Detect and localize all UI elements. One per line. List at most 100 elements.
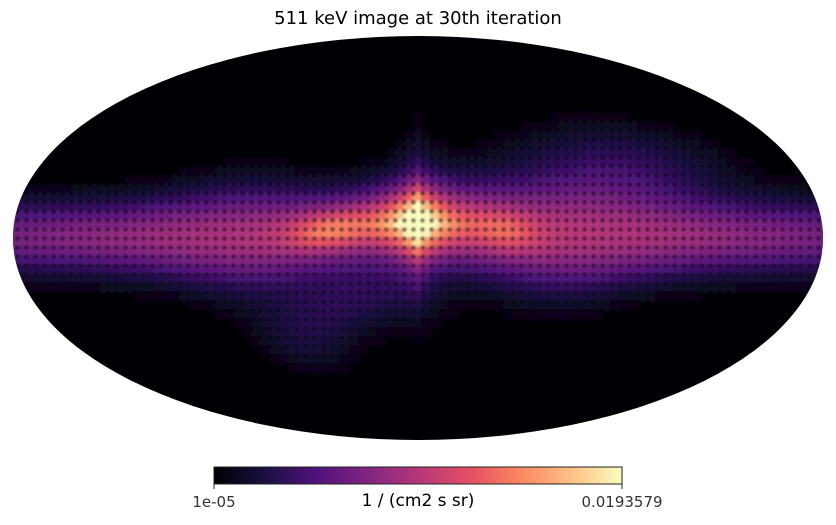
- map-cell: [357, 254, 371, 268]
- map-cell: [366, 308, 380, 322]
- map-cell: [267, 173, 281, 187]
- map-cell: [699, 218, 713, 232]
- map-cell: [60, 272, 74, 286]
- map-cell: [438, 299, 452, 313]
- map-cell: [528, 164, 542, 178]
- map-cell: [582, 263, 596, 277]
- map-cell: [474, 182, 488, 196]
- map-cell: [519, 200, 533, 214]
- map-cell: [735, 236, 749, 250]
- map-cell: [276, 191, 290, 205]
- map-cell: [564, 164, 578, 178]
- map-cell: [501, 164, 515, 178]
- map-cell: [276, 182, 290, 196]
- map-cell: [348, 308, 362, 322]
- map-cell: [609, 110, 623, 124]
- map-cell: [42, 191, 56, 205]
- map-cell: [645, 200, 659, 214]
- map-cell: [609, 290, 623, 304]
- map-cell: [231, 245, 245, 259]
- map-cell: [276, 227, 290, 241]
- map-cell: [258, 344, 272, 358]
- map-cell: [690, 236, 704, 250]
- map-cell: [483, 236, 497, 250]
- map-cell: [51, 272, 65, 286]
- map-cell: [528, 281, 542, 295]
- map-cell: [357, 155, 371, 169]
- map-cell: [555, 155, 569, 169]
- map-cell: [618, 200, 632, 214]
- map-cell: [150, 191, 164, 205]
- map-cell: [33, 191, 47, 205]
- map-cell: [13, 218, 20, 232]
- map-cell: [663, 245, 677, 259]
- map-cell: [447, 227, 461, 241]
- map-cell: [537, 191, 551, 205]
- map-cell: [681, 236, 695, 250]
- map-cell: [546, 200, 560, 214]
- map-cell: [690, 146, 704, 160]
- map-cell: [672, 146, 686, 160]
- map-cell: [546, 308, 560, 322]
- map-cell: [618, 254, 632, 268]
- map-cell: [60, 218, 74, 232]
- map-cell: [159, 254, 173, 268]
- map-cell: [132, 281, 146, 295]
- map-cell: [240, 200, 254, 214]
- map-cell: [384, 164, 398, 178]
- map-cell: [591, 218, 605, 232]
- map-cell: [447, 164, 461, 178]
- map-cell: [213, 245, 227, 259]
- map-cell: [789, 272, 803, 286]
- map-cell: [735, 272, 749, 286]
- map-cell: [114, 200, 128, 214]
- map-cell: [177, 245, 191, 259]
- map-cell: [519, 227, 533, 241]
- map-cell: [312, 227, 326, 241]
- map-cell: [708, 218, 722, 232]
- map-cell: [339, 173, 353, 187]
- map-cell: [402, 245, 416, 259]
- map-cell: [303, 227, 317, 241]
- map-cell: [177, 236, 191, 250]
- map-cell: [294, 254, 308, 268]
- map-cell: [519, 308, 533, 322]
- map-cell: [663, 164, 677, 178]
- map-cell: [114, 209, 128, 223]
- map-cell: [600, 227, 614, 241]
- map-cell: [240, 326, 254, 340]
- map-cell: [573, 281, 587, 295]
- map-cell: [456, 299, 470, 313]
- map-cell: [348, 191, 362, 205]
- map-cell: [375, 308, 389, 322]
- map-cell: [141, 227, 155, 241]
- map-cell: [339, 344, 353, 358]
- map-cell: [366, 254, 380, 268]
- map-cell: [726, 173, 740, 187]
- map-cell: [114, 191, 128, 205]
- map-cell: [789, 182, 803, 196]
- map-cell: [501, 218, 515, 232]
- map-cell: [114, 281, 128, 295]
- map-cell: [321, 218, 335, 232]
- map-cell: [105, 182, 119, 196]
- map-cell: [375, 335, 389, 349]
- map-cell: [465, 227, 479, 241]
- map-cell: [312, 326, 326, 340]
- map-cell: [213, 236, 227, 250]
- map-cell: [753, 182, 767, 196]
- map-cell: [384, 236, 398, 250]
- map-cell: [537, 146, 551, 160]
- map-cell: [231, 164, 245, 178]
- map-cell: [105, 191, 119, 205]
- map-cell: [510, 227, 524, 241]
- map-cell: [501, 200, 515, 214]
- map-cell: [222, 164, 236, 178]
- map-cell: [681, 290, 695, 304]
- colorbar: 1e-05 0.0193579 1 / (cm2 s sr): [192, 466, 663, 511]
- map-cell: [303, 173, 317, 187]
- map-cell: [366, 236, 380, 250]
- map-cell: [213, 218, 227, 232]
- map-cell: [258, 281, 272, 295]
